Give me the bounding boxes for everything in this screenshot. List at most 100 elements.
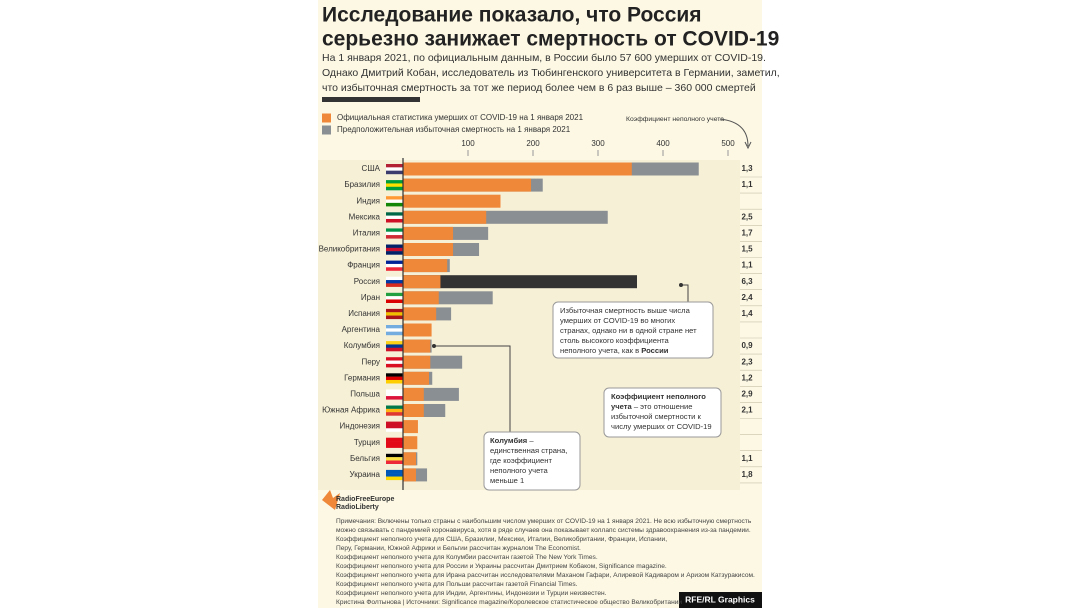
y-tick-label: Аргентина (342, 325, 381, 334)
flag (386, 215, 403, 220)
annotation: странах, однако ни в одной стране нет (560, 326, 697, 335)
x-tick-label: 400 (656, 139, 670, 148)
decor-bar (322, 97, 420, 102)
note: Перу, Германии, Южной Африки и Бельгии р… (336, 544, 581, 552)
flag (386, 344, 403, 348)
ratio-label: 0,9 (741, 341, 753, 350)
note: Коэффициент неполного учета для Ирана ра… (336, 571, 755, 579)
arrow (719, 118, 749, 147)
flag (386, 328, 403, 332)
connector (434, 345, 511, 432)
bar (403, 307, 437, 321)
annotation: столь высокого коэффициента (560, 336, 670, 345)
bar (403, 162, 632, 176)
bar (403, 243, 454, 256)
note: Кристина Фолтынова | Источники: Signific… (336, 598, 682, 606)
logo-icon (322, 490, 340, 510)
annotation-bold: учета (611, 402, 632, 411)
flag (386, 199, 403, 204)
ratio-label: 1,1 (741, 454, 753, 463)
flag (386, 167, 403, 171)
flag (386, 331, 403, 336)
bar (403, 226, 454, 240)
bar (403, 355, 431, 369)
annotation: где коэффициент (490, 456, 552, 465)
ratio-label: 2,9 (741, 390, 753, 399)
ratio-label: 1,8 (741, 470, 753, 479)
flag (386, 457, 403, 461)
flag (386, 283, 403, 287)
bar (403, 436, 418, 450)
y-tick-label: Колумбия (344, 341, 380, 350)
flag (386, 469, 403, 474)
annotation-bold: Колумбия (490, 436, 527, 445)
flag (386, 280, 403, 284)
flag (386, 276, 403, 281)
flag (386, 373, 403, 377)
annotation-box (603, 387, 722, 438)
y-tick-label: Перу (361, 357, 380, 366)
flag (386, 164, 403, 168)
annotation-text: – (527, 436, 534, 445)
bar (403, 468, 416, 482)
flag (386, 247, 403, 252)
bar (403, 371, 429, 385)
annotation: Колумбия – (490, 436, 534, 445)
y-tick-label: Испания (348, 309, 380, 318)
bar (403, 291, 439, 305)
flag (386, 453, 403, 458)
flag (386, 444, 403, 448)
flag (386, 379, 403, 384)
bar (403, 275, 441, 289)
logo-text: RadioLiberty (336, 504, 379, 511)
bar (403, 210, 487, 224)
y-tick-label: США (362, 164, 381, 173)
flag (386, 202, 403, 207)
flag (386, 389, 403, 393)
title: серьезно занижает смертность от COVID-19 (322, 28, 779, 51)
ratio-label: 2,3 (741, 357, 753, 366)
flag (386, 441, 403, 445)
flag (386, 428, 403, 432)
y-tick-label: Мексика (349, 212, 381, 221)
ratio-label: 1,7 (741, 229, 753, 238)
y-tick-label: Великобритания (319, 245, 380, 254)
flag (386, 186, 403, 191)
flag (386, 315, 403, 320)
bar (403, 404, 424, 417)
annotation-box (483, 431, 581, 491)
y-tick-label: Германия (344, 373, 380, 382)
y-tick-label: Иран (361, 293, 380, 302)
bar (403, 420, 418, 434)
ratio-label: 1,5 (741, 245, 753, 254)
connector-dot (432, 344, 436, 348)
flag (386, 473, 403, 477)
flag (386, 392, 403, 397)
bar (403, 387, 424, 401)
flag (386, 412, 403, 416)
y-tick-label: Украина (350, 470, 381, 479)
flag (386, 267, 403, 271)
bar (403, 452, 416, 466)
x-tick-label: 100 (461, 139, 475, 148)
flag (386, 196, 403, 200)
annotation: неполного учета, как в России (560, 346, 669, 355)
flag (386, 476, 403, 481)
flag (386, 292, 403, 297)
arrow-head (744, 141, 752, 150)
flag (386, 170, 403, 175)
flag (386, 299, 403, 303)
flag (386, 218, 403, 223)
y-tick-label: Бразилия (344, 180, 380, 189)
flag (386, 231, 403, 236)
ratio-label: 1,2 (741, 373, 753, 382)
y-tick-label: Италия (353, 229, 380, 238)
flag (386, 360, 403, 365)
flag (386, 312, 403, 316)
note: Примечания: Включены только страны с наи… (336, 517, 752, 525)
ratio-label: 6,3 (741, 277, 753, 286)
subtitle: что избыточная смертность за тот же пери… (322, 82, 756, 94)
y-tick-label: Турция (354, 438, 380, 447)
connector-dot (679, 283, 683, 287)
flag (386, 263, 403, 268)
